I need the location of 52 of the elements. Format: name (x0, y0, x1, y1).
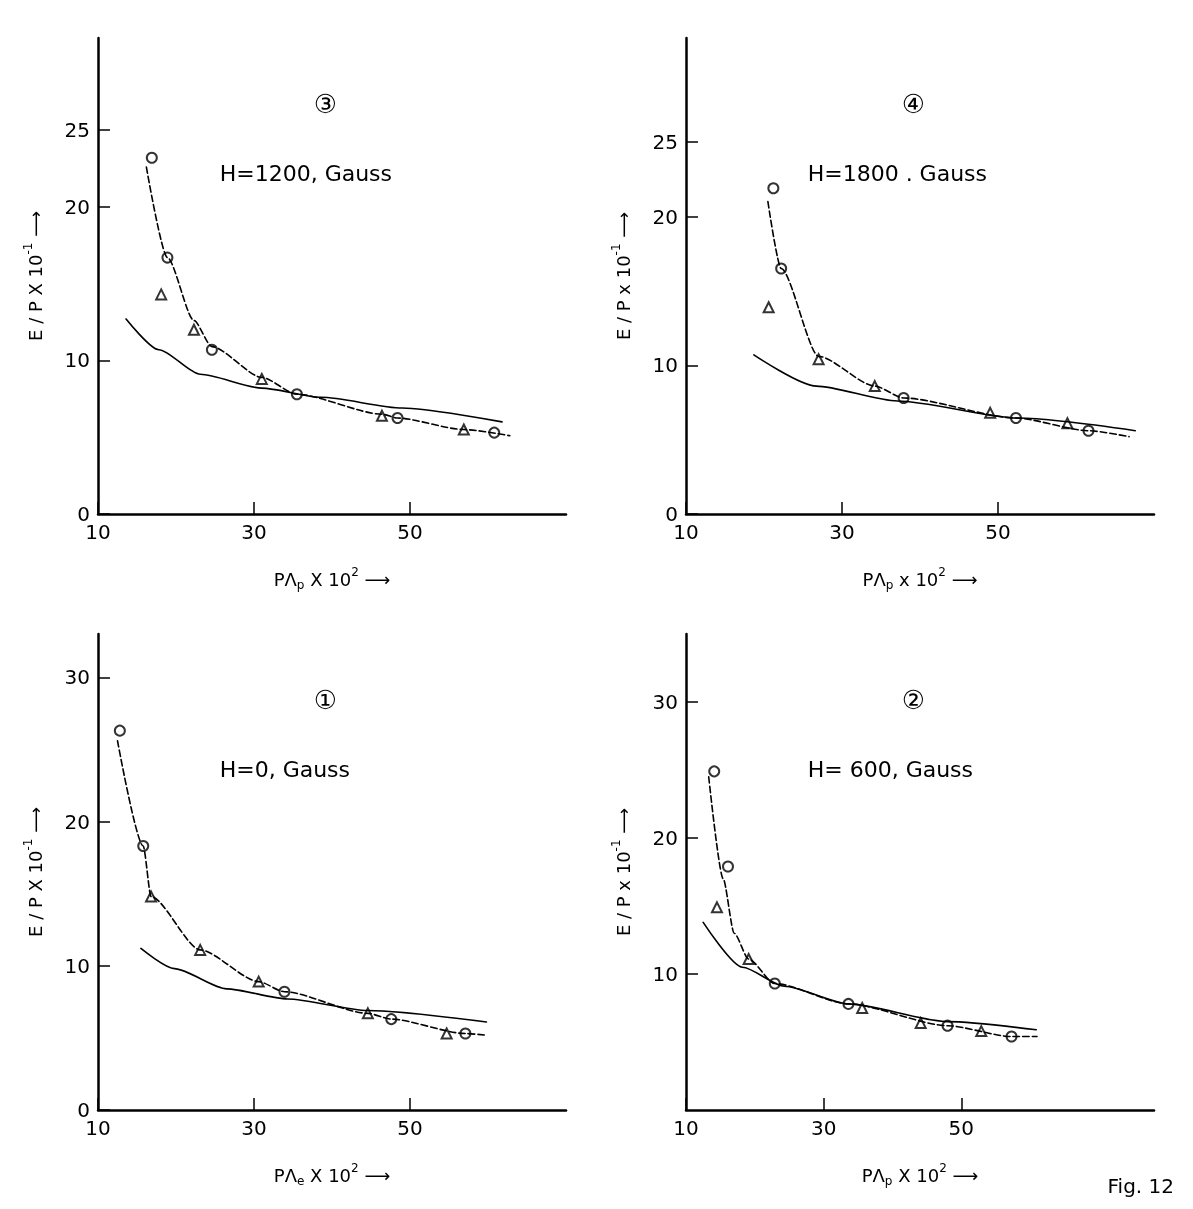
point (255, 372, 268, 385)
point (762, 301, 775, 314)
point (914, 1016, 927, 1029)
point (187, 323, 200, 336)
y-axis-title: E / P X 10-1 ⟶ (21, 807, 46, 937)
x-tick-label: 30 (810, 1116, 837, 1140)
annotation: H=0, Gauss (219, 757, 351, 783)
y-tick-label: 20 (652, 204, 678, 229)
annotation: ① (313, 685, 338, 716)
point (375, 409, 388, 422)
annotation: ② (901, 685, 926, 716)
x-tick-label: 50 (985, 520, 1011, 544)
y-tick-label: 10 (652, 353, 678, 378)
annotation: ③ (313, 89, 338, 120)
point (975, 1025, 988, 1038)
y-tick-label: 25 (652, 130, 678, 155)
y-axis-title: E / P x 10-1 ⟶ (609, 211, 634, 341)
x-tick-label: 50 (948, 1116, 975, 1140)
point (440, 1027, 453, 1040)
y-tick-label: 20 (652, 826, 678, 850)
x-tick-label: 50 (397, 1116, 423, 1140)
annotation: H=1800 . Gauss (807, 161, 988, 187)
y-axis-title: E / P x 10-1 ⟶ (609, 807, 634, 937)
x-tick-label: 30 (241, 1116, 267, 1140)
x-tick-label: 50 (397, 520, 423, 544)
point (145, 151, 158, 164)
annotation: H= 600, Gauss (807, 757, 974, 783)
y-tick-label: 10 (64, 348, 90, 373)
y-tick-label: 30 (652, 690, 678, 714)
x-tick-label: 10 (673, 1116, 699, 1140)
point (113, 724, 126, 737)
x-tick-label: 30 (829, 520, 855, 544)
y-tick-label: 20 (64, 809, 90, 834)
caption: Fig. 12 (1107, 1174, 1174, 1198)
x-tick-label: 30 (241, 520, 267, 544)
annotation: H=1200, Gauss (219, 161, 393, 187)
point (710, 901, 723, 914)
point (457, 423, 470, 436)
point (812, 353, 825, 366)
y-tick-label: 0 (77, 1098, 90, 1122)
point (708, 765, 721, 778)
y-tick-label: 10 (64, 953, 90, 978)
y-tick-label: 20 (64, 194, 90, 219)
point (767, 182, 780, 195)
point (721, 860, 734, 873)
y-tick-label: 30 (64, 665, 90, 690)
annotation: ④ (901, 89, 926, 120)
y-axis-title: E / P X 10-1 ⟶ (21, 211, 46, 341)
y-tick-label: 25 (64, 118, 90, 143)
point (155, 288, 168, 301)
y-tick-label: 10 (652, 962, 678, 986)
y-tick-label: 0 (77, 502, 90, 526)
